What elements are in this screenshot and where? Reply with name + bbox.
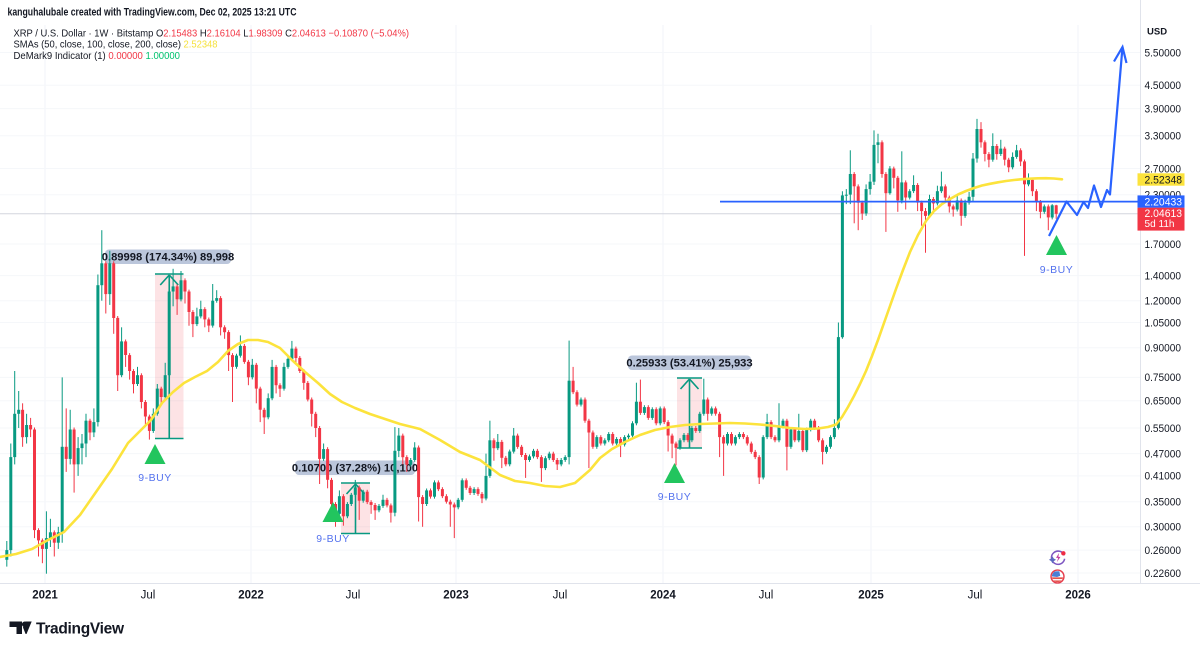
- svg-text:kanguhalubale created with Tra: kanguhalubale created with TradingView.c…: [8, 7, 297, 19]
- svg-text:2026: 2026: [1065, 590, 1091, 602]
- svg-text:0.22600: 0.22600: [1145, 568, 1182, 580]
- svg-text:2.70000: 2.70000: [1145, 163, 1182, 175]
- svg-text:2024: 2024: [650, 590, 676, 602]
- svg-text:0.75000: 0.75000: [1145, 372, 1182, 384]
- svg-text:Jul: Jul: [553, 590, 568, 602]
- svg-text:Jul: Jul: [759, 590, 774, 602]
- svg-text:5.50000: 5.50000: [1145, 47, 1182, 59]
- svg-text:1.40000: 1.40000: [1145, 270, 1182, 282]
- svg-text:4.50000: 4.50000: [1145, 80, 1182, 92]
- svg-text:USD: USD: [1147, 27, 1167, 38]
- svg-text:Jul: Jul: [141, 590, 156, 602]
- svg-text:2021: 2021: [32, 590, 58, 602]
- svg-text:0.65000: 0.65000: [1145, 396, 1182, 408]
- svg-text:0.47000: 0.47000: [1145, 448, 1182, 460]
- svg-text:0.41000: 0.41000: [1145, 471, 1182, 483]
- svg-text:XRP / U.S. Dollar · 1W · Bitst: XRP / U.S. Dollar · 1W · Bitstamp O2.154…: [14, 28, 410, 39]
- svg-text:1.70000: 1.70000: [1145, 239, 1182, 251]
- svg-text:1.20000: 1.20000: [1145, 296, 1182, 308]
- svg-text:2022: 2022: [238, 590, 264, 602]
- svg-text:3.90000: 3.90000: [1145, 103, 1182, 115]
- svg-text:0.55000: 0.55000: [1145, 423, 1182, 435]
- svg-text:1.05000: 1.05000: [1145, 317, 1182, 329]
- svg-text:3.30000: 3.30000: [1145, 131, 1182, 143]
- svg-text:2.20433: 2.20433: [1145, 196, 1183, 208]
- svg-text:DeMark9 Indicator (1) 0.00000: DeMark9 Indicator (1) 0.00000 1.00000: [14, 51, 181, 62]
- svg-text:0.35000: 0.35000: [1145, 497, 1182, 509]
- svg-text:SMAs (50, close, 100, close, 2: SMAs (50, close, 100, close, 200, close)…: [14, 40, 218, 51]
- svg-text:0.10700 (37.28%) 10,100: 0.10700 (37.28%) 10,100: [292, 463, 418, 475]
- svg-text:0.26000: 0.26000: [1145, 545, 1182, 557]
- svg-text:0.25933 (53.41%) 25,933: 0.25933 (53.41%) 25,933: [626, 358, 752, 370]
- svg-text:0.89998 (174.34%) 89,998: 0.89998 (174.34%) 89,998: [102, 252, 235, 264]
- svg-text:5d 11h: 5d 11h: [1145, 218, 1175, 230]
- svg-text:Jul: Jul: [346, 590, 361, 602]
- svg-text:2.52348: 2.52348: [1145, 174, 1183, 186]
- svg-text:9-BUY: 9-BUY: [316, 533, 349, 545]
- svg-text:0.90000: 0.90000: [1145, 343, 1182, 355]
- svg-text:9-BUY: 9-BUY: [658, 491, 691, 503]
- svg-text:Jul: Jul: [968, 590, 983, 602]
- svg-text:TradingView: TradingView: [36, 621, 125, 638]
- svg-text:2023: 2023: [443, 590, 469, 602]
- svg-text:0.30000: 0.30000: [1145, 522, 1182, 534]
- svg-text:9-BUY: 9-BUY: [138, 472, 171, 484]
- svg-text:2.04613: 2.04613: [1145, 208, 1183, 220]
- svg-text:2025: 2025: [858, 590, 884, 602]
- svg-text:9-BUY: 9-BUY: [1040, 264, 1073, 276]
